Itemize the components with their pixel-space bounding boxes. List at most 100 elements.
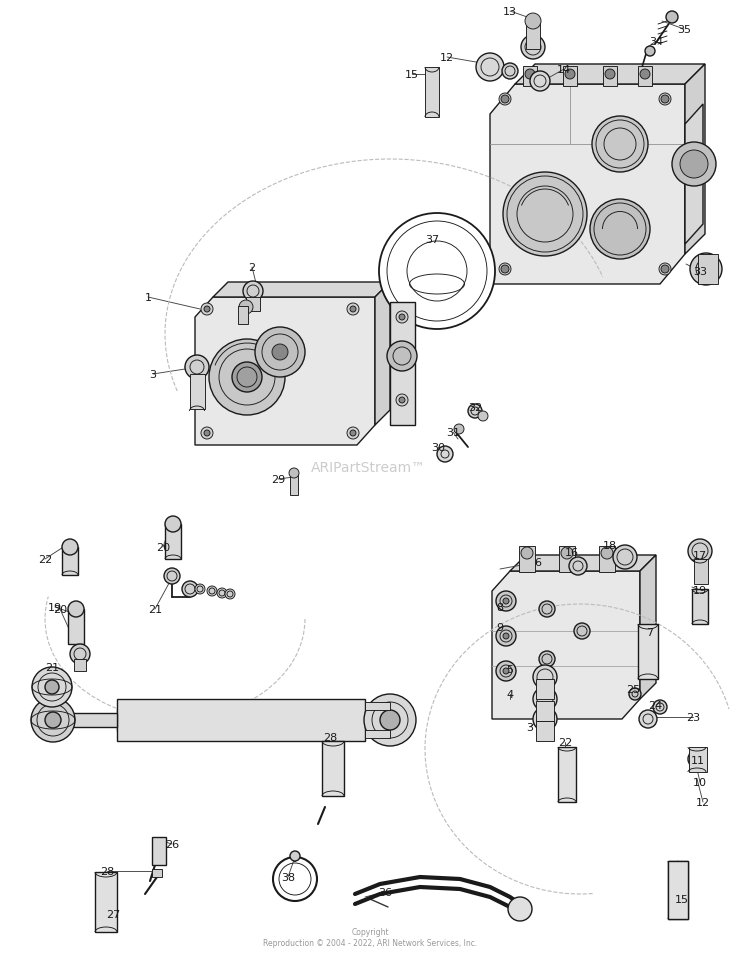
- Bar: [638, 624, 658, 679]
- Text: 21: 21: [45, 662, 59, 672]
- Circle shape: [499, 94, 511, 106]
- Bar: [519, 546, 535, 573]
- Circle shape: [437, 447, 453, 462]
- Circle shape: [243, 282, 263, 302]
- Bar: [668, 862, 688, 919]
- Circle shape: [380, 710, 400, 730]
- Circle shape: [209, 339, 285, 416]
- Circle shape: [68, 601, 84, 618]
- Bar: [559, 546, 575, 573]
- Circle shape: [672, 143, 716, 187]
- Text: 1: 1: [144, 293, 152, 303]
- Circle shape: [272, 345, 288, 360]
- Circle shape: [185, 355, 209, 379]
- Circle shape: [688, 539, 712, 563]
- Bar: [599, 546, 615, 573]
- Circle shape: [350, 307, 356, 313]
- Text: 22: 22: [558, 738, 572, 747]
- Text: 5: 5: [506, 664, 514, 675]
- Circle shape: [525, 70, 535, 80]
- Text: 31: 31: [446, 428, 460, 437]
- Text: 28: 28: [323, 732, 337, 742]
- Circle shape: [31, 699, 75, 742]
- Circle shape: [661, 96, 669, 104]
- Polygon shape: [640, 556, 656, 700]
- Circle shape: [70, 644, 90, 664]
- Polygon shape: [375, 283, 390, 426]
- Bar: [190, 375, 205, 410]
- Text: 4: 4: [506, 689, 514, 700]
- Circle shape: [289, 469, 299, 478]
- Bar: [152, 837, 166, 865]
- Circle shape: [521, 36, 545, 60]
- Circle shape: [396, 312, 408, 324]
- Text: 20: 20: [53, 604, 67, 615]
- Circle shape: [182, 581, 198, 598]
- Text: 18: 18: [603, 540, 617, 551]
- Bar: [689, 747, 707, 772]
- Bar: [694, 559, 708, 584]
- Circle shape: [496, 661, 516, 681]
- Circle shape: [387, 341, 417, 372]
- Circle shape: [201, 428, 213, 439]
- Circle shape: [539, 651, 555, 667]
- Bar: [638, 67, 652, 87]
- Circle shape: [379, 213, 495, 330]
- Text: 12: 12: [696, 797, 710, 807]
- Bar: [603, 67, 617, 87]
- Text: 15: 15: [675, 894, 689, 904]
- Bar: [536, 721, 554, 741]
- Circle shape: [347, 304, 359, 315]
- Circle shape: [164, 568, 180, 584]
- Polygon shape: [213, 283, 390, 297]
- Text: 37: 37: [425, 234, 439, 245]
- Polygon shape: [515, 65, 705, 85]
- Text: 12: 12: [440, 53, 454, 63]
- Circle shape: [613, 545, 637, 569]
- Polygon shape: [195, 297, 375, 446]
- Bar: [152, 869, 162, 877]
- Circle shape: [629, 688, 641, 700]
- Circle shape: [503, 634, 509, 639]
- Text: 7: 7: [646, 627, 654, 638]
- Bar: [365, 702, 390, 710]
- Bar: [698, 254, 718, 285]
- Circle shape: [195, 584, 205, 595]
- Bar: [558, 747, 576, 802]
- Text: 3: 3: [526, 722, 534, 732]
- Bar: [692, 589, 708, 624]
- Circle shape: [680, 151, 708, 179]
- Circle shape: [217, 588, 227, 598]
- Text: 6: 6: [534, 558, 542, 567]
- Circle shape: [502, 64, 518, 80]
- Text: 22: 22: [38, 555, 52, 564]
- Bar: [246, 297, 260, 312]
- Text: Copyright
Reproduction © 2004 - 2022, ARI Network Services, Inc.: Copyright Reproduction © 2004 - 2022, AR…: [263, 927, 477, 946]
- Bar: [62, 547, 78, 576]
- Bar: [74, 659, 86, 671]
- Text: 21: 21: [148, 604, 162, 615]
- Circle shape: [645, 47, 655, 57]
- Circle shape: [601, 547, 613, 559]
- Circle shape: [396, 395, 408, 407]
- Text: 25: 25: [626, 684, 640, 695]
- Bar: [322, 741, 344, 796]
- Polygon shape: [685, 65, 705, 254]
- Circle shape: [255, 328, 305, 377]
- Circle shape: [569, 558, 587, 576]
- Text: 8: 8: [497, 602, 503, 613]
- Bar: [390, 303, 415, 426]
- Bar: [117, 700, 365, 741]
- Circle shape: [290, 851, 300, 862]
- Bar: [563, 67, 577, 87]
- Text: 16: 16: [565, 547, 579, 558]
- Circle shape: [496, 626, 516, 646]
- Circle shape: [32, 667, 72, 707]
- Bar: [238, 307, 248, 325]
- Text: 35: 35: [677, 25, 691, 35]
- Circle shape: [533, 707, 557, 731]
- Text: 29: 29: [271, 475, 285, 484]
- Circle shape: [364, 695, 416, 746]
- Text: ARIPartStream™: ARIPartStream™: [311, 460, 425, 475]
- Polygon shape: [490, 85, 685, 285]
